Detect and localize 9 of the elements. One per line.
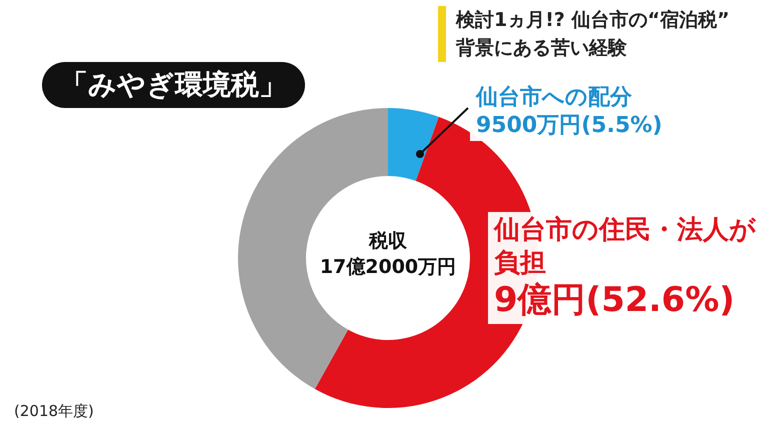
slice-label: 仙台市への配分: [476, 84, 633, 112]
donut-slice: [388, 108, 439, 181]
text: (2018年度): [14, 402, 94, 421]
text: 税収 17億2000万円: [318, 229, 458, 280]
chart-title: 「みやぎ環境税」: [42, 62, 305, 108]
chart-subtitle: 検討1ヵ月!? 仙台市の“宿泊税” 背景にある苦い経験: [438, 6, 730, 62]
slice-label: 仙台市の住民・法人が負担: [494, 214, 757, 279]
data-label: 9億円(52.6%): [494, 279, 736, 322]
data-label: 9500万円(5.5%): [476, 112, 662, 139]
